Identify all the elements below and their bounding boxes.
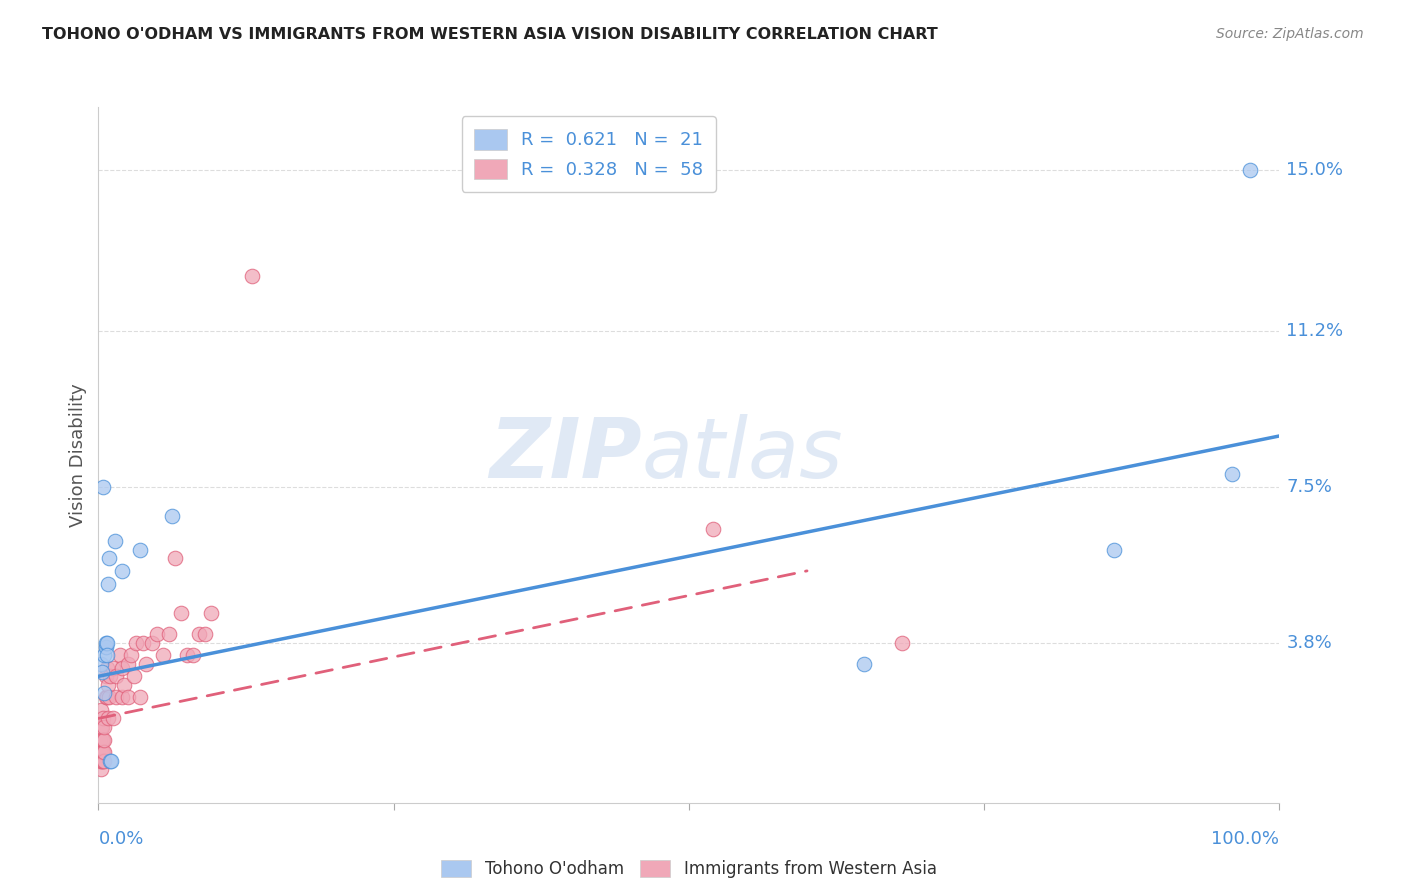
Point (96, 635, 118, 649)
Point (94, 669, 117, 683)
Point (89, 745, 111, 759)
Text: 0.0%: 0.0% (98, 830, 143, 847)
Point (94, 690, 117, 705)
Point (117, 690, 139, 705)
Point (181, 648, 204, 663)
Point (90, 762, 112, 776)
Text: TOHONO O'ODHAM VS IMMIGRANTS FROM WESTERN ASIA VISION DISABILITY CORRELATION CHA: TOHONO O'ODHAM VS IMMIGRANTS FROM WESTER… (42, 27, 938, 42)
Point (90, 657, 112, 671)
Point (187, 627, 209, 641)
Point (91, 745, 114, 759)
Point (90, 720, 112, 734)
Point (105, 690, 128, 705)
Point (200, 606, 222, 620)
Point (170, 606, 193, 620)
Point (89, 732, 111, 747)
Point (852, 657, 875, 671)
Point (111, 690, 134, 705)
Point (93, 686, 115, 700)
Y-axis label: Vision Disability: Vision Disability (69, 383, 87, 527)
Point (93, 648, 115, 663)
Point (98, 551, 121, 566)
Text: Source: ZipAtlas.com: Source: ZipAtlas.com (1216, 27, 1364, 41)
Point (111, 564, 134, 578)
Point (98, 669, 121, 683)
Point (89, 754, 111, 768)
Point (104, 534, 127, 549)
Point (94, 640, 117, 654)
Point (1220, 467, 1243, 481)
Point (101, 711, 124, 725)
Point (93, 745, 115, 759)
Point (91, 754, 114, 768)
Point (91, 665, 114, 679)
Point (702, 522, 724, 536)
Point (176, 648, 198, 663)
Point (91, 711, 114, 725)
Point (135, 657, 157, 671)
Point (100, 754, 122, 768)
Point (101, 661, 124, 675)
Point (91, 745, 114, 759)
Text: 100.0%: 100.0% (1212, 830, 1279, 847)
Point (91, 754, 114, 768)
Point (1102, 542, 1125, 557)
Point (90, 754, 112, 768)
Point (122, 669, 145, 683)
Text: 15.0%: 15.0% (1286, 161, 1344, 179)
Point (117, 657, 139, 671)
Point (165, 551, 187, 566)
Point (141, 635, 163, 649)
Point (132, 635, 155, 649)
Text: atlas: atlas (641, 415, 844, 495)
Point (98, 690, 121, 705)
Point (890, 635, 912, 649)
Text: 11.2%: 11.2% (1286, 321, 1344, 340)
Point (1239, 163, 1261, 178)
Point (240, 268, 263, 283)
Point (108, 648, 131, 663)
Point (111, 661, 134, 675)
Point (93, 732, 115, 747)
Point (91, 732, 114, 747)
Point (93, 720, 115, 734)
Point (105, 669, 128, 683)
Point (90, 703, 112, 717)
Point (90, 745, 112, 759)
Point (91, 732, 114, 747)
Text: ZIP: ZIP (489, 415, 641, 495)
Point (121, 648, 143, 663)
Point (91, 479, 114, 493)
Point (96, 661, 118, 675)
Point (97, 678, 120, 692)
Point (152, 648, 174, 663)
Point (93, 754, 115, 768)
Point (91, 720, 114, 734)
Point (157, 627, 180, 641)
Point (98, 754, 121, 768)
Text: 7.5%: 7.5% (1286, 477, 1333, 496)
Point (125, 635, 148, 649)
Legend: Tohono O'odham, Immigrants from Western Asia: Tohono O'odham, Immigrants from Western … (434, 854, 943, 885)
Point (112, 678, 135, 692)
Point (128, 542, 150, 557)
Point (94, 635, 117, 649)
Point (97, 576, 120, 591)
Point (97, 711, 120, 725)
Point (160, 509, 183, 524)
Point (96, 690, 118, 705)
Point (128, 690, 150, 705)
Text: 3.8%: 3.8% (1286, 633, 1333, 651)
Point (96, 648, 118, 663)
Point (194, 627, 217, 641)
Point (146, 627, 169, 641)
